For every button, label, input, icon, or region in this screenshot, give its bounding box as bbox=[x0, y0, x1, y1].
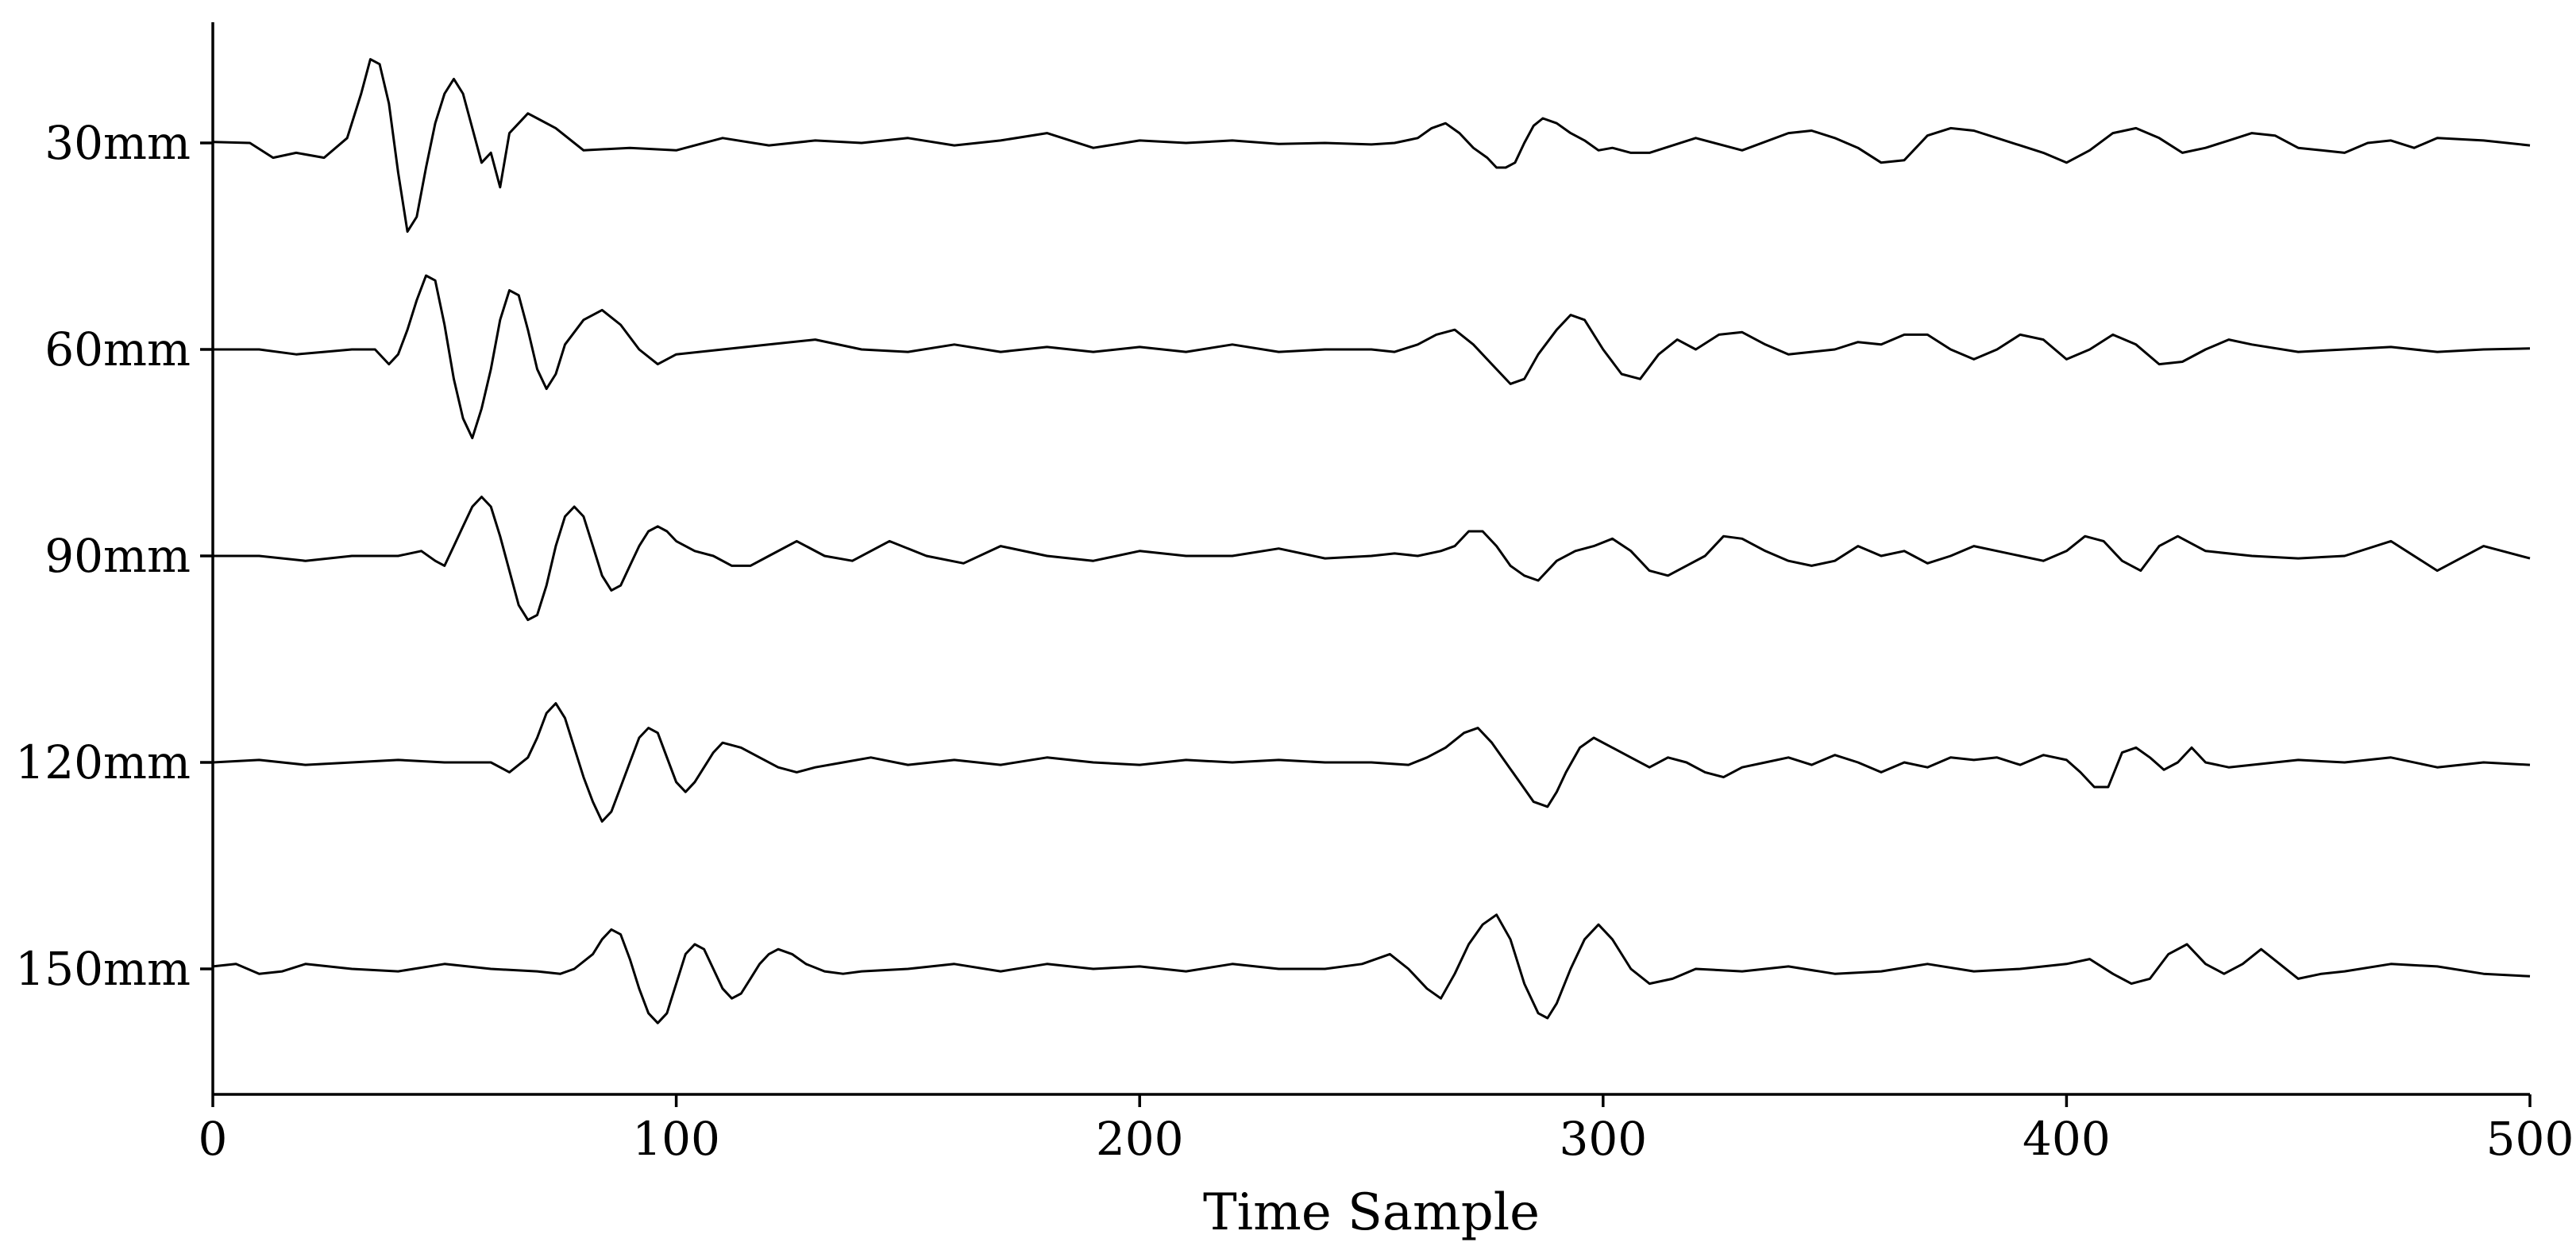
x-ticks-layer: 0 100 200 300 400 500 bbox=[199, 1094, 2574, 1166]
x-tick-label: 0 bbox=[199, 1112, 228, 1166]
y-tick-label: 150mm bbox=[15, 942, 191, 996]
x-tick-label: 200 bbox=[1096, 1112, 1184, 1166]
y-tick-label: 90mm bbox=[44, 529, 191, 583]
trace-line-90mm bbox=[213, 496, 2531, 622]
x-tick-label: 100 bbox=[632, 1112, 720, 1166]
y-tick-label: 120mm bbox=[15, 735, 191, 789]
x-tick-label: 400 bbox=[2023, 1112, 2111, 1166]
y-tick-label: 60mm bbox=[44, 322, 191, 376]
x-tick-label: 300 bbox=[1559, 1112, 1647, 1166]
y-tick-label: 30mm bbox=[44, 116, 191, 170]
x-tick-label: 500 bbox=[2486, 1112, 2574, 1166]
traces-layer bbox=[212, 58, 2531, 1024]
trace-line-120mm bbox=[212, 702, 2531, 823]
trace-line-30mm bbox=[212, 58, 2531, 233]
trace-line-60mm bbox=[213, 274, 2531, 440]
axes-layer bbox=[211, 22, 2530, 1096]
trace-line-150mm bbox=[212, 913, 2531, 1024]
y-ticks-layer: 30mm 60mm 90mm 120mm 150mm bbox=[15, 116, 213, 996]
x-axis-title: Time Sample bbox=[1203, 1183, 1540, 1242]
